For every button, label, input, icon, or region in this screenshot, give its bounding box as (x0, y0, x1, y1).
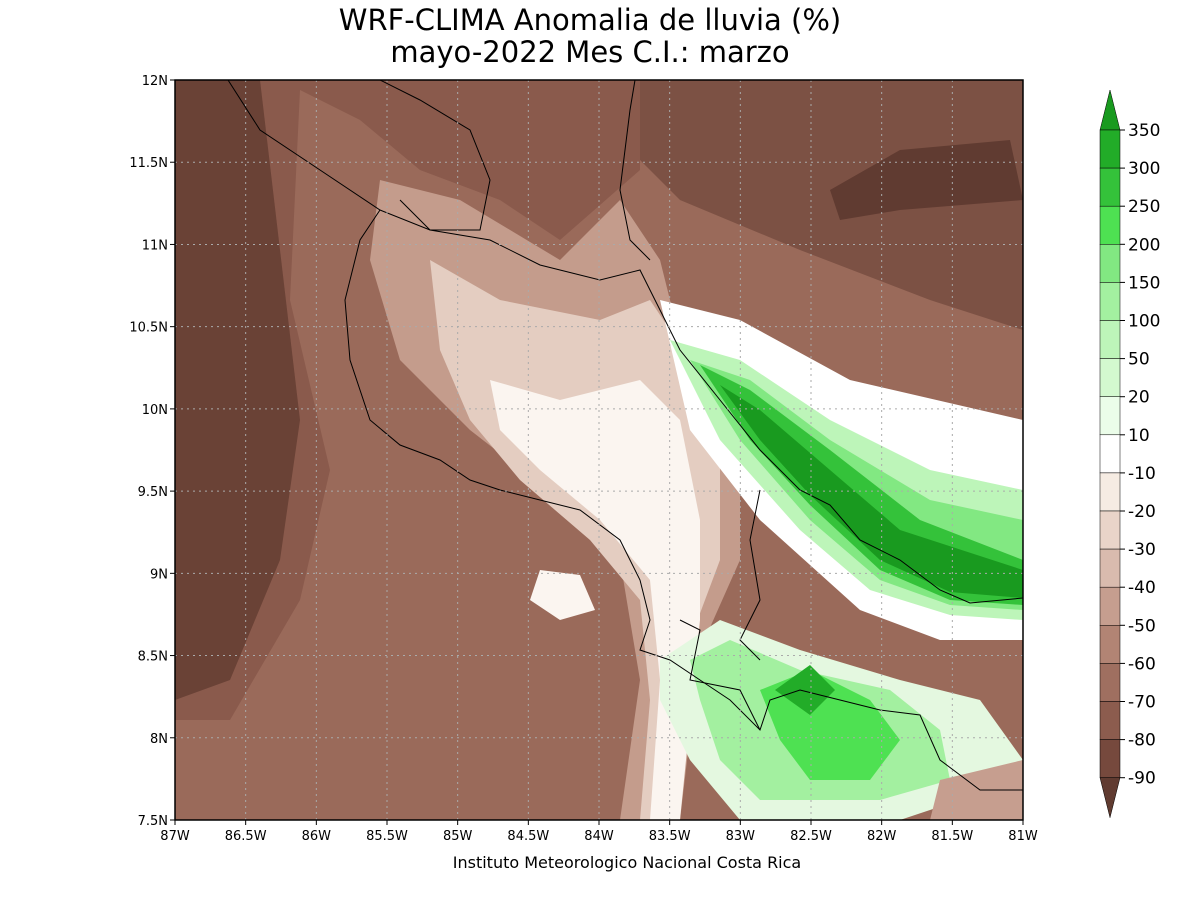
x-tick-label: 81W (1008, 829, 1038, 844)
colorbar-box (1099, 282, 1121, 321)
x-tick-label: 86.5W (225, 829, 267, 844)
colorbar-label: -60 (1128, 654, 1156, 674)
field-area (830, 140, 1023, 220)
colorbar-box (1099, 510, 1121, 550)
x-tick-label: 84.5W (507, 829, 549, 844)
field-area (175, 80, 640, 720)
field-area (640, 80, 1023, 330)
colorbar-box (1099, 244, 1121, 283)
colorbar-label: 200 (1128, 235, 1160, 255)
colorbar-label: 350 (1128, 121, 1160, 141)
colorbar-box (1099, 129, 1121, 169)
field-area (490, 380, 700, 820)
colorbar-label: 50 (1128, 350, 1150, 370)
ticks: 87W 86.5W 86W 85.5W 85W 84.5W 84W 83.5W 83W 82.5W… (129, 74, 1038, 844)
y-tick-label: 9.5N (138, 485, 168, 500)
field-area (530, 570, 595, 620)
colorbar-label: -80 (1128, 731, 1156, 751)
x-tick-label: 81.5W (931, 829, 973, 844)
coastline (227, 80, 1023, 604)
y-tick-label: 9N (150, 567, 168, 582)
y-tick-label: 7.5N (138, 814, 168, 829)
colorbar-box (1099, 701, 1121, 740)
colorbar-label: 300 (1128, 159, 1160, 179)
x-tick-label: 82.5W (790, 829, 832, 844)
colorbar-box (1099, 320, 1121, 359)
border (739, 489, 761, 661)
y-tick-label: 8.5N (138, 650, 168, 665)
coastline (379, 80, 491, 231)
y-tick-label: 11.5N (129, 156, 168, 171)
colorbar-box (1099, 586, 1121, 626)
colorbar-box (1099, 396, 1121, 436)
colorbar-box (1099, 434, 1121, 474)
coastline (344, 209, 1023, 791)
x-tick-label: 83W (726, 829, 756, 844)
colorbar-label: -90 (1128, 769, 1156, 789)
x-tick-label: 85.5W (366, 829, 408, 844)
x-tick-label: 82W (867, 829, 897, 844)
colorbar-label: 150 (1128, 273, 1160, 293)
colorbar-label: 10 (1128, 426, 1150, 446)
x-tick-label: 84W (584, 829, 614, 844)
colorbar-cap (1099, 777, 1121, 818)
field-area (775, 665, 835, 715)
x-tick-label: 83.5W (649, 829, 691, 844)
footer: Instituto Meteorologico Nacional Costa R… (453, 853, 801, 872)
colorbar: 350 300 250 200 150 100 50 20 10 -10 -20 -30 -40 -50 -… (1099, 89, 1160, 818)
colorbar-label: -50 (1128, 616, 1156, 636)
colorbar-box (1099, 472, 1121, 512)
colorbar-label: -40 (1128, 578, 1156, 598)
field (175, 80, 1023, 820)
x-tick-label: 85W (443, 829, 473, 844)
field-area (930, 760, 1023, 820)
x-tick-label: 86W (302, 829, 332, 844)
x-tick-label: 87W (160, 829, 190, 844)
y-tick-label: 10N (142, 403, 168, 418)
y-tick-label: 8N (150, 732, 168, 747)
colorbar-label: 100 (1128, 312, 1160, 332)
colorbar-box (1099, 548, 1121, 588)
field-area (175, 80, 300, 700)
colorbar-box (1099, 205, 1121, 245)
colorbar-box (1099, 167, 1121, 207)
coastline (619, 80, 651, 261)
y-tick-label: 11N (142, 238, 168, 253)
colorbar-label: -70 (1128, 693, 1156, 713)
title-line: mayo-2022 Mes C.I.: marzo (390, 35, 789, 69)
coastline (679, 619, 761, 731)
field-area (720, 385, 1023, 598)
colorbar-label: 20 (1128, 388, 1150, 408)
colorbar-box (1099, 358, 1121, 397)
colorbar-label: 250 (1128, 197, 1160, 217)
title-line: WRF-CLIMA Anomalia de lluvia (%) (339, 3, 841, 37)
colorbar-cap (1099, 89, 1121, 131)
colorbar-label: -20 (1128, 502, 1156, 522)
y-tick-label: 12N (142, 74, 168, 89)
colorbar-box (1099, 739, 1121, 778)
colorbar-label: -30 (1128, 540, 1156, 560)
colorbar-label: -10 (1128, 464, 1156, 484)
y-tick-label: 10.5N (129, 321, 168, 336)
colorbar-box (1099, 625, 1121, 664)
colorbar-box (1099, 663, 1121, 702)
